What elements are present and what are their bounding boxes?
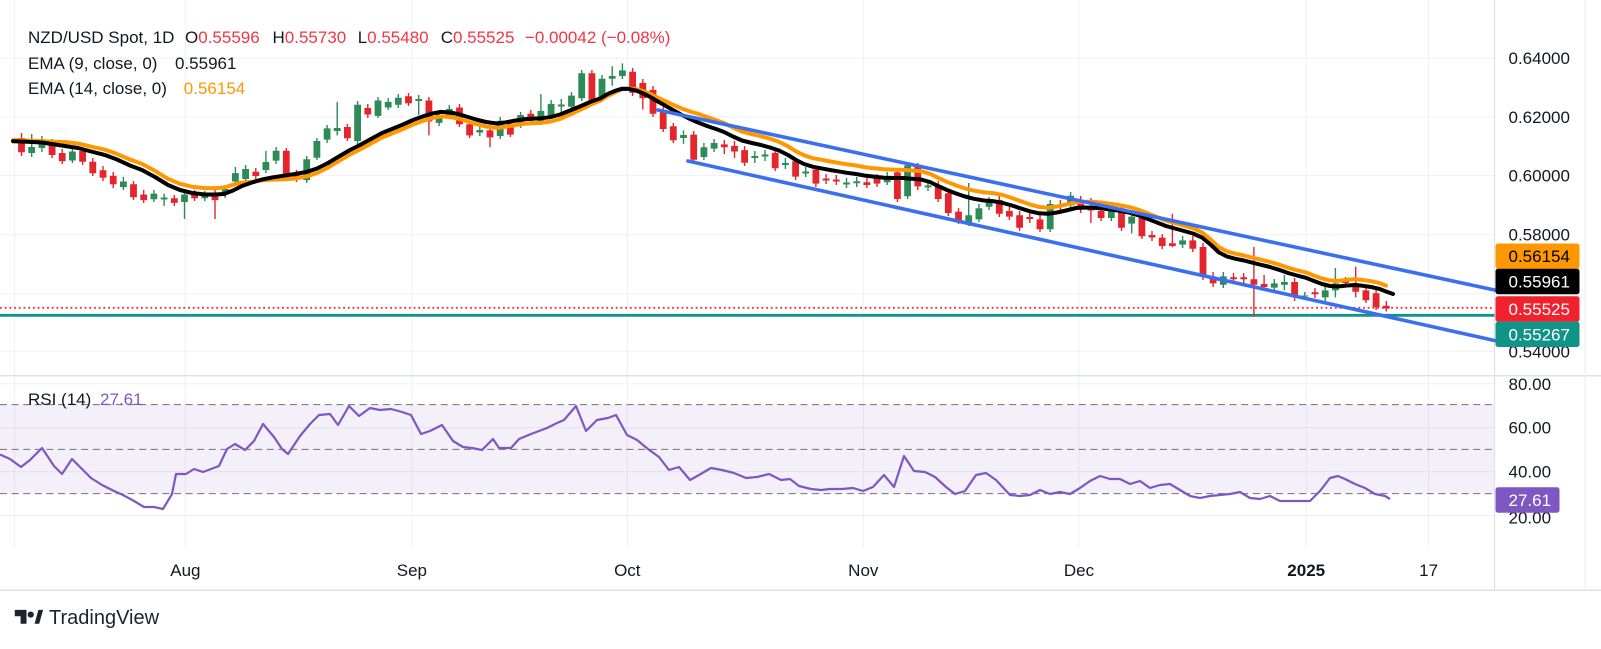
svg-text:17: 17 bbox=[1419, 561, 1438, 580]
svg-text:2025: 2025 bbox=[1287, 561, 1325, 580]
svg-text:Nov: Nov bbox=[848, 561, 879, 580]
svg-text:Oct: Oct bbox=[614, 561, 641, 580]
svg-text:EMA (14, close, 0)0.56154: EMA (14, close, 0) 0.56154 bbox=[28, 79, 245, 98]
svg-text:0.58000: 0.58000 bbox=[1509, 226, 1570, 245]
svg-text:80.00: 80.00 bbox=[1509, 375, 1552, 394]
svg-text:0.64000: 0.64000 bbox=[1509, 49, 1570, 68]
svg-text:0.62000: 0.62000 bbox=[1509, 108, 1570, 127]
svg-text:0.54000: 0.54000 bbox=[1509, 342, 1570, 361]
svg-text:TradingView: TradingView bbox=[49, 607, 160, 629]
svg-text:RSI (14)27.61: RSI (14) 27.61 bbox=[28, 390, 143, 409]
svg-text:27.61: 27.61 bbox=[1509, 491, 1552, 510]
svg-text:Dec: Dec bbox=[1064, 561, 1095, 580]
svg-text:0.55267: 0.55267 bbox=[1509, 325, 1570, 344]
svg-text:20.00: 20.00 bbox=[1509, 509, 1552, 528]
svg-text:Sep: Sep bbox=[397, 561, 427, 580]
svg-text:40.00: 40.00 bbox=[1509, 463, 1552, 482]
svg-text:0.55961: 0.55961 bbox=[1509, 273, 1570, 292]
svg-text:0.55525: 0.55525 bbox=[1509, 300, 1570, 319]
svg-text:EMA (9, close, 0)0.55961: EMA (9, close, 0) 0.55961 bbox=[28, 54, 236, 73]
svg-text:0.56154: 0.56154 bbox=[1509, 247, 1570, 266]
svg-text:Aug: Aug bbox=[170, 561, 200, 580]
svg-text:0.60000: 0.60000 bbox=[1509, 166, 1570, 185]
svg-text:60.00: 60.00 bbox=[1509, 419, 1552, 438]
